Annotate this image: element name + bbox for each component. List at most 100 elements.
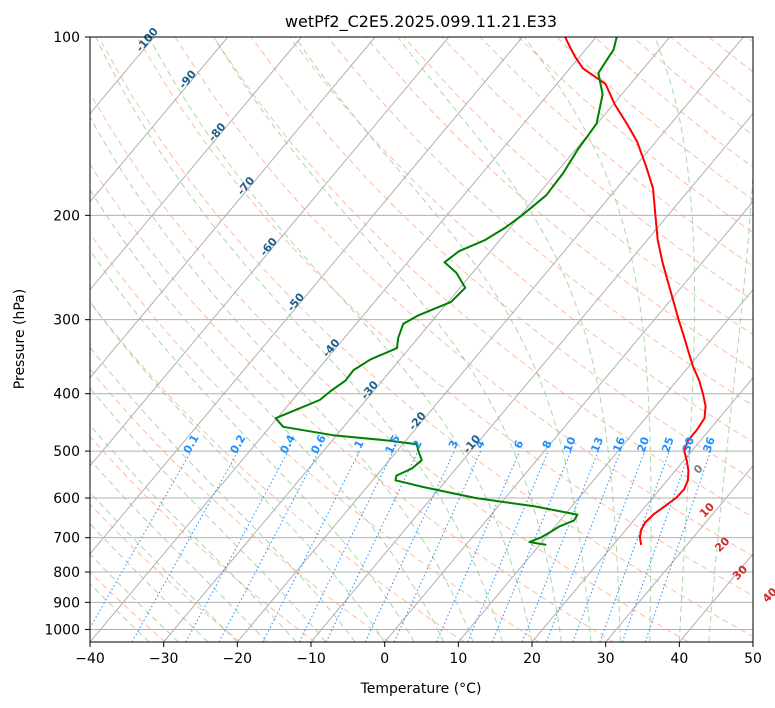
moist-adiabat-line bbox=[524, 37, 652, 642]
isotherm-label: -90 bbox=[176, 67, 199, 91]
mixing-ratio-label: 20 bbox=[635, 435, 653, 454]
moist-adiabat-line bbox=[90, 249, 415, 642]
y-tick-label: 500 bbox=[53, 444, 80, 460]
mixing-ratio-line bbox=[364, 450, 455, 642]
moist-adiabat-line bbox=[90, 424, 297, 642]
moist-adiabat-line bbox=[90, 115, 474, 642]
line-labels: 0.1 0.2 0.4 0.6 1 1.5 2 3 4 6 8 10 13 16 20 25 30 36-100-… bbox=[133, 25, 775, 605]
moist-adiabat-label: 0 bbox=[691, 462, 706, 477]
mixing-ratio-label: 6 bbox=[511, 438, 526, 451]
mixing-ratio-line bbox=[90, 450, 192, 629]
y-tick-label: 100 bbox=[53, 30, 80, 46]
y-tick-label: 600 bbox=[53, 491, 80, 507]
dry-adiabat-line bbox=[517, 37, 753, 234]
x-tick-label: 50 bbox=[744, 651, 762, 667]
isotherm-line bbox=[236, 37, 744, 642]
profile-line bbox=[274, 37, 618, 546]
isotherm-label: -70 bbox=[235, 174, 258, 198]
y-tick-label: 900 bbox=[53, 595, 80, 611]
isotherm-line bbox=[457, 288, 753, 642]
mixing-ratio-line bbox=[621, 450, 691, 642]
mixing-ratio-line bbox=[545, 450, 621, 642]
y-tick-label: 400 bbox=[53, 387, 80, 403]
background-lines bbox=[0, 37, 753, 642]
mixing-ratio-label: 25 bbox=[659, 435, 676, 454]
y-tick-label: 300 bbox=[53, 313, 80, 329]
mixing-ratio-label: 13 bbox=[588, 435, 606, 454]
mixing-ratio-label: 30 bbox=[680, 435, 697, 454]
y-tick-label: 1000 bbox=[44, 622, 80, 638]
moist-adiabat-line bbox=[95, 37, 503, 642]
isotherm-label: -80 bbox=[206, 120, 229, 144]
isotherm-line bbox=[0, 37, 7, 642]
mixing-ratio-line bbox=[325, 450, 419, 642]
plot-frame bbox=[89, 36, 754, 643]
dry-adiabat-line bbox=[174, 37, 753, 557]
y-tick-label: 700 bbox=[53, 531, 80, 547]
mixing-ratio-line bbox=[521, 450, 599, 642]
dry-adiabat-line bbox=[90, 503, 241, 642]
moist-adiabat-line bbox=[90, 189, 445, 642]
isotherm-line bbox=[384, 200, 753, 642]
profile-line bbox=[564, 37, 707, 546]
isotherm-label: -60 bbox=[257, 235, 280, 259]
x-tick-label: 10 bbox=[449, 651, 467, 667]
mixing-ratio-line bbox=[599, 450, 670, 642]
y-axis-title: Pressure (hPa) bbox=[12, 289, 28, 389]
isotherm-line bbox=[605, 465, 753, 642]
mixing-ratio-line bbox=[435, 450, 521, 642]
mixing-ratio-line bbox=[644, 450, 712, 642]
x-axis-title: Temperature (°C) bbox=[360, 681, 482, 697]
mixing-ratio-line bbox=[262, 450, 360, 642]
moist-adiabat-label: 10 bbox=[697, 500, 717, 520]
x-tick-label: 0 bbox=[380, 651, 389, 667]
dry-adiabat-line bbox=[327, 37, 753, 407]
x-tick-label: −10 bbox=[296, 651, 326, 667]
mixing-ratio-line bbox=[467, 450, 549, 642]
mixing-ratio-label: 0.1 bbox=[181, 432, 202, 455]
dry-adiabat-line bbox=[90, 435, 316, 642]
x-tick-label: −30 bbox=[149, 651, 179, 667]
mixing-ratio-line bbox=[393, 450, 482, 642]
isotherm-line bbox=[90, 37, 597, 642]
mixing-ratio-line bbox=[491, 450, 572, 642]
moist-adiabat-line bbox=[654, 37, 695, 642]
dry-adiabat-line bbox=[212, 37, 753, 518]
isotherm-label: -40 bbox=[320, 336, 343, 360]
mixing-ratio-label: 1 bbox=[352, 438, 367, 451]
x-tick-label: 30 bbox=[597, 651, 615, 667]
dry-adiabat-line bbox=[365, 37, 753, 371]
isotherm-line bbox=[752, 641, 753, 642]
dry-adiabat-line bbox=[479, 37, 753, 267]
moist-adiabat-line bbox=[90, 346, 356, 642]
moist-adiabat-line bbox=[294, 37, 592, 642]
mixing-ratio-label: 2 bbox=[410, 438, 425, 451]
dry-adiabat-line bbox=[555, 37, 753, 201]
mixing-ratio-line bbox=[185, 450, 289, 642]
x-tick-label: 20 bbox=[523, 651, 541, 667]
mixing-ratio-line bbox=[131, 450, 239, 642]
isotherm-label: -20 bbox=[406, 409, 429, 433]
isotherm-line bbox=[90, 37, 450, 467]
mixing-ratio-label: 8 bbox=[540, 438, 555, 450]
y-tick-label: 800 bbox=[53, 565, 80, 581]
mixing-ratio-label: 0.4 bbox=[277, 432, 298, 456]
x-tick-label: −20 bbox=[223, 651, 253, 667]
moist-adiabat-line bbox=[90, 387, 327, 642]
mixing-ratio-label: 16 bbox=[610, 435, 628, 454]
isotherm-line bbox=[531, 377, 753, 642]
dry-adiabat-line bbox=[90, 300, 465, 642]
isotherm-line bbox=[90, 37, 229, 203]
moist-adiabat-line bbox=[90, 301, 386, 642]
moist-adiabat-line bbox=[397, 37, 621, 642]
moist-adiabat-line bbox=[708, 168, 753, 642]
x-tick-label: 40 bbox=[670, 651, 688, 667]
profile-series bbox=[274, 37, 707, 546]
y-tick-label: 200 bbox=[53, 208, 80, 224]
mixing-ratio-line bbox=[298, 450, 394, 642]
isotherm-line bbox=[90, 37, 523, 555]
mixing-ratio-label: 3 bbox=[446, 438, 461, 450]
dry-adiabat-line bbox=[90, 368, 390, 642]
moist-adiabat-line bbox=[90, 522, 209, 642]
